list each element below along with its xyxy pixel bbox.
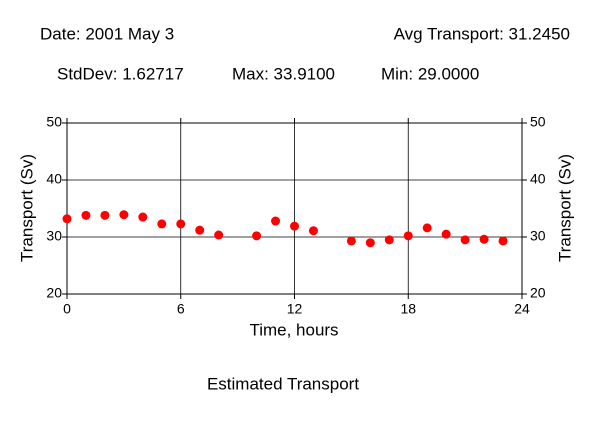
data-point <box>384 235 394 245</box>
data-point <box>422 223 432 233</box>
y2-tick-label: 40 <box>530 171 546 187</box>
data-point <box>214 230 224 240</box>
data-point <box>346 236 356 246</box>
date-annotation: Date: 2001 May 3 <box>40 24 174 43</box>
y-tick-label: 40 <box>46 171 62 187</box>
y-tick-label: 50 <box>46 114 62 130</box>
data-point <box>138 212 148 222</box>
max-annotation: Max: 33.9100 <box>232 64 335 83</box>
x-axis-label: Time, hours <box>249 320 338 339</box>
min-annotation: Min: 29.0000 <box>381 64 479 83</box>
y2-axis-label: Transport (Sv) <box>555 154 574 262</box>
avg-annotation: Avg Transport: 31.2450 <box>394 24 570 43</box>
data-point <box>403 231 413 241</box>
data-point <box>365 238 375 248</box>
data-point <box>81 210 91 220</box>
data-point <box>119 210 129 220</box>
y-tick-label: 30 <box>46 228 62 244</box>
x-tick-label: 18 <box>400 301 416 317</box>
y2-tick-label: 30 <box>530 228 546 244</box>
y2-tick-label: 20 <box>530 285 546 301</box>
x-tick-label: 12 <box>287 301 303 317</box>
data-point <box>498 236 508 246</box>
x-tick-label: 24 <box>514 301 530 317</box>
stddev-annotation: StdDev: 1.62717 <box>57 64 184 83</box>
data-point <box>479 234 489 244</box>
y2-tick-label: 50 <box>530 114 546 130</box>
x-tick-label: 6 <box>177 301 185 317</box>
data-point <box>195 225 205 235</box>
plot-frame <box>66 122 523 295</box>
data-point <box>62 214 72 224</box>
data-point <box>441 229 451 239</box>
y-tick-label: 20 <box>46 285 62 301</box>
data-point <box>100 210 110 220</box>
data-point <box>460 235 470 245</box>
x-tick-label: 0 <box>63 301 71 317</box>
chart-title: Estimated Transport <box>207 374 359 393</box>
y-axis-label: Transport (Sv) <box>17 154 36 262</box>
data-point <box>271 216 281 226</box>
data-point <box>176 219 186 229</box>
data-point <box>157 219 167 229</box>
data-point <box>252 231 262 241</box>
data-point <box>308 226 318 236</box>
data-point <box>290 221 299 231</box>
